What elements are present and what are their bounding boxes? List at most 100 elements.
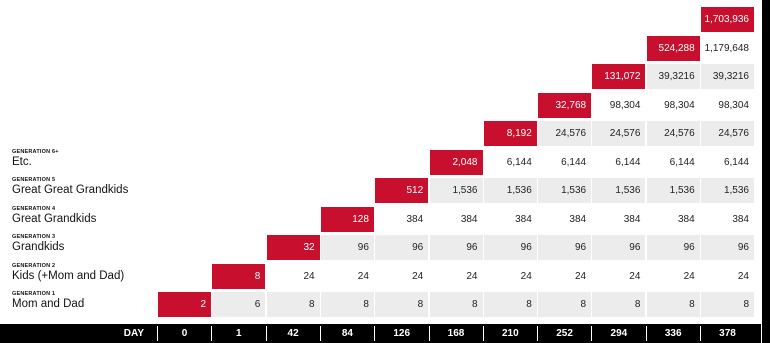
- population-cell: 8: [375, 292, 429, 317]
- day-tick-label: 252: [556, 328, 573, 339]
- new-population-cell: 8,192: [483, 121, 537, 146]
- population-cell: 8: [266, 292, 320, 317]
- generation-label: GENERATION 4 Great Grandkids: [12, 206, 96, 226]
- day-separator: [537, 326, 539, 341]
- population-cell: 24: [303, 270, 315, 282]
- generation-label: GENERATION 5 Great Great Grandkids: [12, 177, 128, 197]
- population-cell: 8: [646, 292, 700, 317]
- generation-name: Mom and Dad: [12, 298, 85, 310]
- population-cell: 8: [701, 292, 754, 317]
- day-tick-label: 294: [610, 328, 628, 339]
- day-separator: [482, 326, 484, 341]
- generation-tag: GENERATION 3: [12, 234, 56, 240]
- new-population-cell: 8: [212, 263, 266, 289]
- population-cell: 24,576: [701, 121, 754, 146]
- day-axis-bar: [0, 324, 761, 343]
- population-cell: 1,536: [483, 178, 537, 203]
- generation-tag: GENERATION 5: [12, 177, 56, 183]
- day-tick-label: 378: [719, 328, 736, 339]
- population-cell: 24: [683, 270, 695, 282]
- new-population-cell: 2: [158, 292, 211, 317]
- population-cell: 1,536: [429, 178, 483, 203]
- day-tick-label: 336: [664, 328, 682, 339]
- generation-tag: GENERATION 4: [12, 205, 56, 212]
- day-separator: [319, 326, 321, 341]
- population-cell: 24: [520, 270, 532, 282]
- new-population-cell: 131,072: [592, 64, 646, 89]
- day-tick-label: 0: [181, 328, 188, 339]
- population-cell: 384: [460, 213, 478, 225]
- population-cell: 384: [569, 213, 587, 225]
- population-cell: 24: [466, 270, 478, 282]
- population-cell: 1,536: [701, 178, 754, 203]
- new-population-cell: 1,703,936: [701, 7, 754, 32]
- population-cell: 8: [592, 292, 646, 317]
- population-side-bar: [762, 0, 770, 343]
- population-cell: 6,144: [561, 156, 587, 168]
- day-axis-label: DAY: [123, 328, 144, 339]
- day-separator: [428, 326, 430, 341]
- population-cell: 8: [320, 292, 374, 317]
- day-separator: [265, 326, 267, 341]
- day-separator: [211, 326, 213, 341]
- generation-tag: GENERATION 6+: [12, 148, 59, 155]
- new-population-cell: 524,288: [646, 35, 700, 61]
- generation-name: Great Grandkids: [12, 212, 97, 225]
- population-cell: 98,304: [718, 99, 749, 111]
- new-population-cell: 2,048: [429, 149, 483, 175]
- new-population-cell: 32,768: [538, 92, 592, 118]
- population-cell: 39,3216: [646, 64, 700, 89]
- population-cell: 24: [737, 270, 749, 282]
- population-cell: 6,144: [615, 156, 641, 168]
- day-tick-label: 168: [447, 328, 465, 339]
- generation-label: GENERATION 1 Mom and Dad: [12, 291, 84, 311]
- day-separator: [157, 326, 158, 341]
- population-cell: 39,3216: [701, 64, 754, 89]
- generation-tag: GENERATION 1: [12, 291, 56, 297]
- day-separator: [591, 326, 593, 341]
- population-cell: 96: [701, 235, 754, 260]
- population-cell: 96: [320, 235, 374, 260]
- population-cell: 24,576: [646, 121, 700, 146]
- population-cell: 96: [429, 235, 483, 260]
- generation-name: Grandkids: [12, 241, 65, 253]
- day-separator: [374, 326, 376, 341]
- population-cell: 96: [375, 235, 429, 260]
- day-tick-label: 84: [341, 328, 353, 339]
- population-cell: 1,179,648: [704, 42, 750, 54]
- population-cell: 384: [678, 213, 695, 225]
- new-population-cell: 128: [320, 206, 374, 232]
- population-cell: 1,536: [538, 178, 592, 203]
- population-cell: 6: [212, 292, 266, 317]
- population-cell: 384: [406, 213, 424, 225]
- population-cell: 98,304: [664, 99, 695, 111]
- population-cell: 24: [629, 270, 641, 282]
- population-axis-label: POPULATION: [761, 140, 770, 204]
- population-cell: 8: [483, 292, 537, 317]
- population-cell: 1,536: [646, 178, 700, 203]
- new-population-cell: 32: [266, 235, 320, 260]
- generation-name: Etc.: [12, 155, 32, 168]
- day-tick-label: 42: [287, 328, 299, 339]
- generation-label: GENERATION 2 Kids (+Mom and Dad): [12, 263, 124, 283]
- population-cell: 384: [623, 213, 641, 225]
- generation-tag: GENERATION 2: [12, 262, 56, 269]
- day-tick-label: 1: [236, 328, 242, 339]
- population-cell: 24: [357, 270, 369, 282]
- population-cell: 6,144: [506, 156, 532, 168]
- population-cell: 24,576: [592, 121, 646, 146]
- population-cell: 6,144: [669, 156, 695, 168]
- population-cell: 8: [429, 292, 483, 317]
- population-cell: 24: [574, 270, 587, 282]
- population-cell: 6,144: [723, 156, 749, 168]
- population-cell: 1,536: [592, 178, 646, 203]
- population-cell: 384: [732, 213, 749, 225]
- day-tick-label: 210: [501, 328, 519, 339]
- generation-name: Great Great Grandkids: [12, 184, 129, 196]
- population-cell: 98,304: [609, 99, 641, 111]
- day-separator: [645, 326, 647, 341]
- new-population-cell: 512: [375, 178, 429, 203]
- population-cell: 96: [592, 235, 646, 260]
- population-cell: 96: [646, 235, 700, 260]
